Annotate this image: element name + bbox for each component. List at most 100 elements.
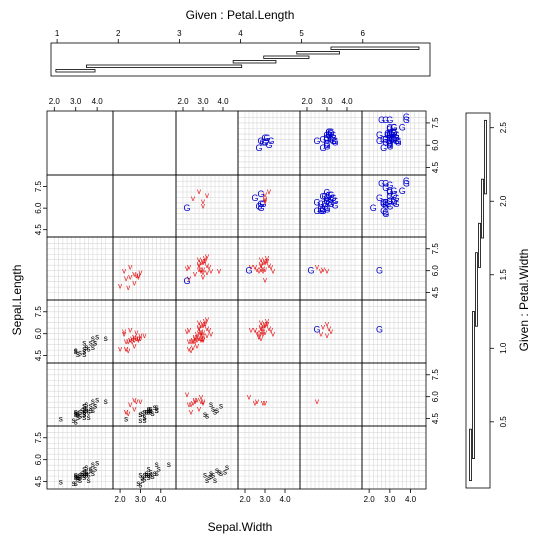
data-point: G: [329, 136, 336, 146]
data-point: v: [321, 322, 325, 331]
data-point: v: [267, 187, 271, 196]
data-point: s: [59, 478, 63, 487]
data-point: v: [191, 337, 195, 346]
data-point: G: [390, 197, 397, 207]
data-point: v: [132, 278, 136, 287]
data-point: v: [253, 325, 257, 334]
data-point: v: [259, 265, 263, 274]
data-point: G: [388, 127, 395, 137]
panel-borders: [46, 110, 427, 490]
data-point: s: [140, 476, 144, 485]
data-point: v: [197, 259, 201, 268]
data-point: v: [261, 264, 265, 273]
given-right-tick-label: 2.5: [499, 122, 508, 134]
data-point: s: [155, 403, 159, 412]
data-point: v: [259, 259, 263, 268]
data-point: v: [187, 344, 191, 353]
data-point: v: [138, 397, 142, 406]
data-point: v: [209, 330, 213, 339]
data-point: v: [325, 331, 329, 340]
data-point: G: [390, 134, 397, 144]
data-point: v: [138, 334, 142, 343]
data-point: G: [384, 128, 391, 138]
data-point: v: [201, 197, 205, 206]
data-point: v: [263, 275, 267, 284]
data-point: v: [265, 254, 269, 263]
data-point: s: [82, 410, 86, 419]
data-point: v: [257, 333, 261, 342]
data-point: G: [327, 190, 334, 200]
data-point: s: [84, 470, 88, 479]
data-point: v: [124, 337, 128, 346]
data-point: v: [128, 400, 132, 409]
data-point: s: [84, 463, 88, 472]
data-point: G: [319, 205, 326, 215]
data-point: G: [386, 122, 393, 132]
data-point: G: [382, 137, 389, 147]
data-point: s: [205, 476, 209, 485]
data-point: v: [205, 324, 209, 333]
y-tick-label: 4.5: [431, 287, 440, 299]
data-point: v: [195, 333, 199, 342]
data-point: v: [185, 264, 189, 273]
data-point: G: [257, 136, 264, 146]
data-point: s: [143, 470, 147, 479]
data-point: s: [84, 343, 88, 352]
data-point: v: [263, 265, 267, 274]
x-tick-label: 4.0: [217, 97, 229, 106]
data-point: v: [263, 194, 267, 203]
data-point: G: [384, 199, 391, 209]
data-point: v: [187, 325, 191, 334]
data-point: G: [323, 196, 330, 206]
data-point: v: [122, 267, 126, 276]
data-point: v: [263, 196, 267, 205]
data-point: G: [382, 134, 389, 144]
data-point: s: [74, 407, 78, 416]
data-point: v: [132, 396, 136, 405]
data-point: v: [136, 273, 140, 282]
data-point: G: [370, 203, 377, 213]
data-point: v: [257, 267, 261, 276]
data-point: v: [132, 270, 136, 279]
data-point: G: [386, 187, 393, 197]
data-point: s: [140, 409, 144, 418]
x-tick-label: 2.0: [239, 495, 251, 504]
x-tick-label: 2.0: [301, 97, 313, 106]
x-tick-label: 2.0: [49, 97, 61, 106]
x-tick-label: 4.0: [405, 495, 417, 504]
y-tick-label: 6.0: [34, 454, 43, 466]
data-point: v: [132, 341, 136, 350]
data-point: s: [147, 464, 151, 473]
data-point: s: [84, 404, 88, 413]
data-point: G: [323, 193, 330, 203]
data-point: v: [263, 328, 267, 337]
data-point: v: [193, 334, 197, 343]
given-top-tick-label: 6: [361, 29, 366, 38]
data-point: v: [207, 262, 211, 271]
x-tick-label: 4.0: [92, 97, 104, 106]
given-right-interval: [472, 311, 475, 459]
data-point: G: [386, 139, 393, 149]
y-tick-label: 4.5: [431, 161, 440, 173]
given-right-interval: [484, 119, 487, 195]
data-point: v: [265, 317, 269, 326]
data-point: v: [259, 261, 263, 270]
data-point: s: [93, 338, 97, 347]
data-point: v: [195, 330, 199, 339]
data-point: G: [183, 276, 190, 286]
data-point: v: [319, 330, 323, 339]
y-tick-label: 4.5: [34, 224, 43, 236]
data-point: G: [380, 143, 387, 153]
data-point: s: [80, 470, 84, 479]
data-point: v: [128, 273, 132, 282]
data-point: G: [388, 130, 395, 140]
data-point: G: [307, 266, 314, 276]
data-point: s: [147, 473, 151, 482]
data-point: s: [82, 473, 86, 482]
data-point: s: [89, 406, 93, 415]
data-point: s: [82, 470, 86, 479]
data-point: G: [313, 206, 320, 216]
data-point: G: [378, 179, 385, 189]
data-point: s: [213, 476, 217, 485]
data-point: G: [390, 186, 397, 196]
